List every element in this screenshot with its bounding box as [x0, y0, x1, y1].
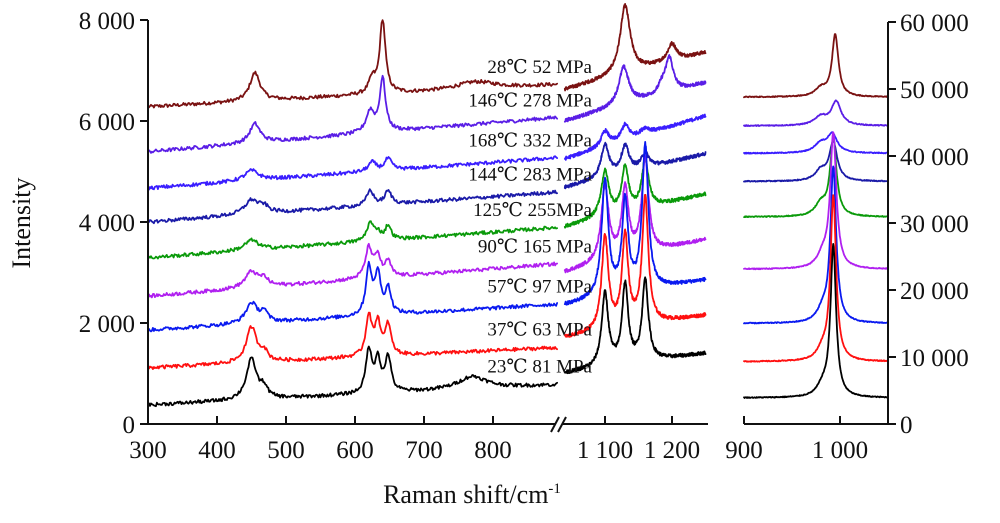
series-label-temperature: 146℃ — [468, 90, 523, 111]
y-right-tick-label: 50 000 — [900, 77, 969, 104]
spectrum-3-mid-curve — [563, 113, 707, 161]
series-label-temperature: 125℃ — [473, 200, 528, 221]
x-tick-label: 600 — [336, 437, 374, 464]
spectrum-2-high-curve — [743, 99, 889, 127]
spectrum-2 — [147, 54, 889, 154]
y-left-tick-label: 4 000 — [79, 210, 135, 237]
series-label-temperature: 90℃ — [478, 237, 523, 258]
x-axis-title: Raman shift/cm-1 — [383, 480, 561, 509]
series-label-3: 168℃ 332 MPa — [468, 130, 592, 151]
series-label-pressure: 52 MPa — [532, 57, 592, 78]
series-label-pressure: 97 MPa — [532, 276, 592, 297]
spectrum-5-high-curve — [743, 136, 889, 219]
spectrum-1-high-curve — [743, 33, 889, 99]
series-label-temperature: 57℃ — [487, 276, 532, 297]
spectrum-6 — [147, 131, 889, 299]
spectrum-3 — [147, 113, 889, 191]
y-left-tick-label: 0 — [123, 412, 136, 439]
y-right-tick-label: 20 000 — [900, 278, 969, 305]
series-label-8: 37℃ 63 MPa — [487, 319, 592, 340]
spectrum-4-low-curve — [147, 188, 558, 225]
spectrum-1 — [147, 3, 889, 109]
series-label-pressure: 255MPa — [528, 200, 593, 221]
series-label-4: 144℃ 283 MPa — [468, 165, 592, 186]
x-tick-label: 300 — [129, 437, 167, 464]
y-right-tick-label: 10 000 — [900, 345, 969, 372]
axis-break-mark — [550, 416, 560, 433]
y-left-tick-label: 8 000 — [79, 8, 135, 35]
x-tick-label: 700 — [405, 437, 443, 464]
spectrum-4-mid-curve — [563, 141, 707, 190]
x-axis-title-superscript: -1 — [548, 481, 561, 497]
spectrum-9-high-curve — [743, 242, 889, 399]
spectrum-1-mid-curve — [563, 3, 707, 92]
spectrum-6-mid-curve — [563, 154, 707, 274]
series-label-temperature: 23℃ — [487, 357, 532, 378]
spectrum-3-high-curve — [743, 131, 889, 155]
y-right-tick-label: 60 000 — [900, 10, 969, 37]
spectrum-9-mid-curve — [563, 276, 707, 375]
spectrum-8 — [147, 193, 889, 371]
series-label-pressure: 283 MPa — [523, 165, 593, 186]
spectrum-9 — [147, 242, 889, 408]
x-tick-label: 800 — [474, 437, 512, 464]
spectrum-5-mid-curve — [563, 155, 707, 229]
x-tick-label: 1 100 — [577, 437, 633, 464]
x-tick-label: 1 000 — [812, 437, 868, 464]
spectrum-7-mid-curve — [563, 140, 707, 306]
series-label-pressure: 81 MPa — [532, 357, 592, 378]
spectrum-9-low-curve — [147, 345, 558, 408]
spectrum-2-mid-curve — [563, 54, 707, 123]
spectrum-8-low-curve — [147, 311, 558, 371]
series-label-temperature: 37℃ — [487, 319, 532, 340]
series-label-2: 146℃ 278 MPa — [468, 90, 592, 111]
series-label-temperature: 144℃ — [468, 165, 523, 186]
spectrum-8-mid-curve — [563, 193, 707, 338]
y-right-tick-label: 40 000 — [900, 144, 969, 171]
spectrum-8-high-curve — [743, 194, 889, 363]
spectrum-5-low-curve — [147, 220, 558, 260]
spectrum-3-low-curve — [147, 155, 558, 191]
series-label-1: 28℃ 52 MPa — [487, 57, 592, 78]
y-right-tick-label: 0 — [900, 412, 913, 439]
y-axis-title: Intensity — [7, 178, 36, 269]
spectrum-7-high-curve — [743, 165, 889, 325]
spectrum-7-low-curve — [147, 260, 558, 333]
spectrum-6-high-curve — [743, 131, 889, 271]
series-label-5: 125℃ 255MPa — [473, 200, 592, 221]
spectrum-4-high-curve — [743, 140, 889, 183]
series-label-6: 90℃ 165 MPa — [478, 237, 593, 258]
series-label-pressure: 165 MPa — [523, 237, 593, 258]
axes: 0 2 000 4 000 6 000 8 000 0 10 000 20 000 30 000… — [79, 8, 969, 464]
series-label-pressure: 278 MPa — [523, 90, 593, 111]
axis-break-mark — [557, 416, 567, 433]
spectrum-2-low-curve — [147, 74, 558, 154]
spectrum-4 — [147, 140, 889, 225]
y-left-tick-label: 2 000 — [79, 311, 135, 338]
spectrum-6-low-curve — [147, 242, 558, 299]
series-label-9: 23℃ 81 MPa — [487, 357, 592, 378]
y-right-tick-label: 30 000 — [900, 211, 969, 238]
series-label-temperature: 168℃ — [468, 130, 523, 151]
spectrum-5 — [147, 136, 889, 260]
spectrum-1-low-curve — [147, 19, 558, 109]
series-label-pressure: 332 MPa — [523, 130, 593, 151]
x-axis-title-text: Raman shift/cm — [383, 480, 548, 509]
x-tick-label: 500 — [267, 437, 305, 464]
spectrum-7 — [147, 140, 889, 333]
x-tick-label: 400 — [198, 437, 236, 464]
spectra-curves — [147, 3, 889, 408]
x-tick-label: 900 — [725, 437, 763, 464]
x-tick-label: 1 200 — [644, 437, 700, 464]
series-label-temperature: 28℃ — [487, 57, 532, 78]
series-label-7: 57℃ 97 MPa — [487, 276, 592, 297]
y-left-tick-label: 6 000 — [79, 109, 135, 136]
series-label-pressure: 63 MPa — [532, 319, 592, 340]
